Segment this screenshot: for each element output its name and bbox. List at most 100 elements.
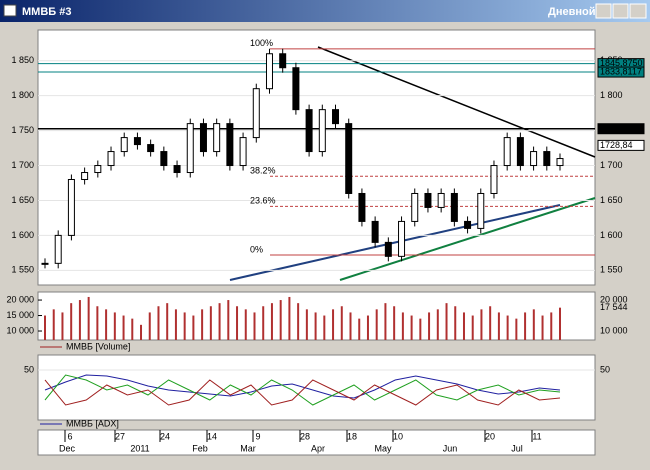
candle (226, 123, 234, 167)
candle (213, 123, 221, 153)
candle (252, 88, 260, 139)
x-tick-label: 11 (532, 431, 541, 441)
candle (371, 220, 379, 243)
fib-label: 0% (250, 244, 263, 254)
price-label: 1752,6910 (600, 123, 643, 133)
y-tick-label: 1 800 (11, 90, 34, 100)
title-bar: ММВБ #3 Дневной (0, 0, 650, 22)
candle (358, 192, 366, 222)
minimize-button[interactable] (595, 3, 612, 19)
candle (318, 109, 326, 153)
y-tick-label: 10 000 (6, 325, 34, 335)
x-month-label: 2011 (130, 443, 149, 453)
y-tick-label: 1 550 (600, 265, 623, 275)
adx-line (44, 379, 561, 406)
price-box (597, 123, 645, 135)
candle (516, 137, 524, 167)
x-tick-label: 20 (485, 431, 495, 441)
candle (543, 151, 551, 167)
volume-legend: ММВБ [Volume] (66, 341, 130, 351)
trend-line (339, 197, 596, 281)
candle (292, 67, 300, 111)
candle (530, 151, 538, 167)
price-label: 1833,8117 (600, 66, 642, 76)
price-label: 1728,84 (600, 140, 633, 150)
y-tick-label: 20 000 (600, 294, 628, 304)
x-axis (37, 429, 596, 456)
candle (199, 123, 207, 153)
candle (332, 109, 340, 125)
y-tick-label: 10 000 (600, 325, 628, 335)
candle (265, 53, 273, 90)
candle (464, 220, 472, 229)
adx-panel (37, 354, 596, 421)
adx-line (44, 374, 561, 399)
x-month-label: Jul (511, 443, 523, 453)
price-panel (37, 29, 596, 286)
y-tick-label: 1 850 (11, 55, 34, 65)
y-tick-label: 50 (600, 364, 610, 374)
x-tick-label: 10 (393, 431, 403, 441)
x-month-label: Apr (311, 443, 325, 453)
candle (107, 151, 115, 167)
x-tick-label: 9 (255, 431, 260, 441)
y-tick-label: 50 (24, 364, 34, 374)
candle (305, 109, 313, 153)
x-month-label: Mar (240, 443, 256, 453)
maximize-button[interactable] (612, 3, 629, 19)
y-tick-label: 20 000 (6, 294, 34, 304)
fib-label: 38.2% (250, 166, 276, 176)
candle (239, 137, 247, 167)
candle (398, 220, 406, 257)
x-tick-label: 6 (67, 431, 72, 441)
x-tick-label: 27 (115, 431, 125, 441)
price-box (597, 66, 645, 78)
y-tick-label: 15 000 (6, 310, 34, 320)
candle (94, 165, 102, 174)
candle (160, 151, 168, 167)
candle (490, 165, 498, 194)
trend-line (229, 204, 561, 281)
y-tick-label: 1 800 (600, 90, 623, 100)
adx-legend: ММВБ [ADX] (66, 418, 119, 428)
y-tick-label: 1 600 (11, 230, 34, 240)
candle (437, 192, 445, 208)
y-tick-label: 1 700 (600, 160, 623, 170)
y-tick-label: 1 750 (11, 125, 34, 135)
candle (424, 192, 432, 208)
price-label: 1845,8750 (600, 58, 643, 68)
candle (503, 137, 511, 167)
fib-label: 100% (250, 38, 273, 48)
candle (345, 123, 353, 194)
candle (54, 234, 62, 264)
x-month-label: Jun (443, 443, 458, 453)
candle (173, 165, 181, 174)
x-tick-label: 24 (160, 431, 170, 441)
candle (147, 144, 155, 153)
candle (279, 53, 287, 69)
period: Дневной (548, 6, 596, 18)
candle (477, 192, 485, 229)
x-tick-label: 18 (347, 431, 357, 441)
x-month-label: Dec (59, 443, 76, 453)
candle (384, 241, 392, 257)
adx-line (44, 374, 561, 406)
trend-line (317, 46, 596, 158)
candle (133, 137, 141, 146)
window-title: ММВБ #3 (22, 6, 71, 18)
y-tick-label: 1 650 (11, 195, 34, 205)
candle (186, 123, 194, 174)
x-tick-label: 14 (207, 431, 217, 441)
last-volume: 17 544 (600, 302, 628, 312)
y-tick-label: 1 700 (11, 160, 34, 170)
candle (556, 158, 564, 167)
x-month-label: Feb (192, 443, 208, 453)
y-tick-label: 1 650 (600, 195, 623, 205)
x-tick-label: 28 (300, 431, 310, 441)
candle (41, 262, 49, 265)
y-tick-label: 1 550 (11, 265, 34, 275)
fib-label: 23.6% (250, 196, 276, 206)
candle (411, 192, 419, 222)
close-button[interactable] (629, 3, 647, 19)
